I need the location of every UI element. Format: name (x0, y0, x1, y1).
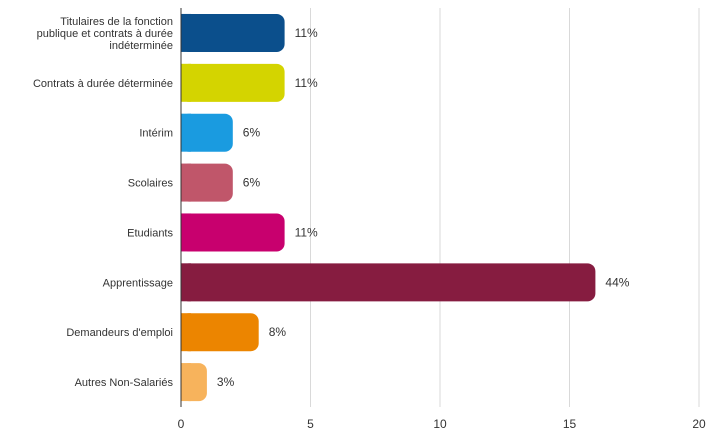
category-label-line: Intérim (139, 128, 173, 140)
labels: 0 5 10 15 20 11% Titulaires de la fonction publ… (33, 16, 706, 431)
value-label: 8% (269, 325, 287, 339)
value-label: 11% (295, 76, 318, 90)
bar-base (181, 113, 191, 152)
category-label-line: indéterminée (109, 40, 173, 52)
bar-base (181, 63, 191, 102)
bar-base (181, 213, 191, 252)
bar (181, 163, 233, 202)
bar (181, 13, 285, 52)
bar (181, 263, 596, 302)
bar-base (181, 313, 191, 352)
bars (180, 8, 596, 407)
value-label: 6% (243, 176, 261, 190)
x-tick-label: 10 (433, 417, 447, 431)
category-label-line: Demandeurs d'emploi (66, 327, 173, 339)
bar-base (181, 13, 191, 52)
bar (181, 113, 233, 152)
category-label-line: Titulaires de la fonction (60, 16, 173, 28)
value-label: 11% (295, 26, 318, 40)
category-label: Intérim (139, 128, 173, 140)
x-tick-label: 0 (178, 417, 185, 431)
category-label: Demandeurs d'emploi (66, 327, 173, 339)
bar-base (181, 263, 191, 302)
bar (181, 63, 285, 102)
value-label: 11% (295, 225, 318, 239)
bar (181, 313, 259, 352)
x-tick-label: 15 (563, 417, 577, 431)
category-label: Apprentissage (103, 277, 173, 289)
category-label-line: Apprentissage (103, 277, 173, 289)
category-label-line: Contrats à durée déterminée (33, 78, 173, 90)
x-tick-label: 5 (307, 417, 314, 431)
bar (181, 213, 285, 252)
category-label-line: Autres Non-Salariés (75, 377, 174, 389)
bar-base (181, 163, 191, 202)
value-label: 44% (605, 275, 629, 289)
value-label: 3% (217, 375, 235, 389)
category-label: Scolaires (128, 178, 174, 190)
category-label-line: publique et contrats à durée (37, 28, 173, 40)
category-label: Titulaires de la fonction publique et con… (37, 16, 173, 52)
category-label-line: Scolaires (128, 178, 174, 190)
category-label: Etudiants (127, 227, 173, 239)
category-label: Contrats à durée déterminée (33, 78, 173, 90)
category-label: Autres Non-Salariés (75, 377, 174, 389)
category-label-line: Etudiants (127, 227, 173, 239)
bar-base (181, 363, 191, 402)
x-tick-label: 20 (692, 417, 706, 431)
value-label: 6% (243, 126, 261, 140)
